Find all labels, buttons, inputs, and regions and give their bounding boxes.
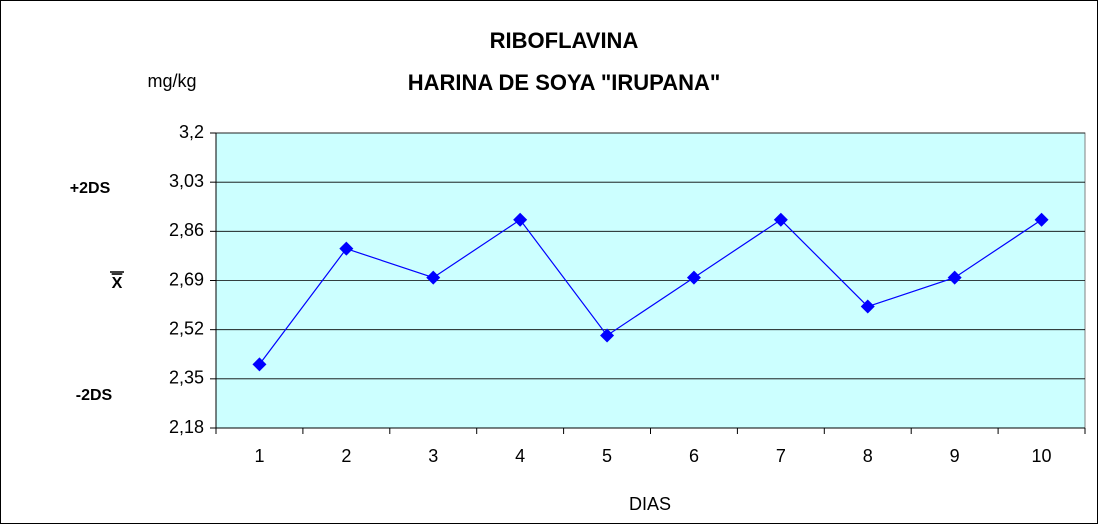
data-point xyxy=(252,357,267,372)
x-tick-label: 8 xyxy=(863,446,873,466)
y-tick-label: 2,69 xyxy=(169,269,204,289)
data-point xyxy=(773,212,788,227)
y-tick-label: 2,18 xyxy=(169,417,204,437)
data-point xyxy=(513,212,528,227)
x-tick-label: 4 xyxy=(515,446,525,466)
data-point xyxy=(860,299,875,314)
data-point xyxy=(947,270,962,285)
x-tick-label: 2 xyxy=(341,446,351,466)
x-tick-label: 9 xyxy=(950,446,960,466)
y-axis-label: mg/kg xyxy=(147,71,196,91)
data-point xyxy=(339,241,354,256)
x-axis-label: DIAS xyxy=(629,494,671,514)
series-line xyxy=(258,218,1042,365)
chart-subtitle: HARINA DE SOYA "IRUPANA" xyxy=(408,70,721,95)
data-point xyxy=(600,328,615,343)
x-tick-label: 3 xyxy=(428,446,438,466)
y-tick-label: 2,35 xyxy=(169,368,204,388)
x-tick-label: 7 xyxy=(776,446,786,466)
data-point xyxy=(686,270,701,285)
y-tick-label: 3,03 xyxy=(169,171,204,191)
y-tick-label: 2,52 xyxy=(169,318,204,338)
annotation: X xyxy=(112,275,123,292)
chart-title: RIBOFLAVINA xyxy=(490,28,639,53)
data-point xyxy=(426,270,441,285)
annotation: -2DS xyxy=(76,387,113,404)
x-tick-label: 6 xyxy=(689,446,699,466)
x-tick-label: 10 xyxy=(1032,446,1052,466)
y-tick-label: 2,86 xyxy=(169,220,204,240)
x-tick-label: 5 xyxy=(602,446,612,466)
annotation: +2DS xyxy=(70,180,111,197)
data-point xyxy=(1034,212,1049,227)
y-tick-label: 3,2 xyxy=(179,122,204,142)
x-tick-label: 1 xyxy=(254,446,264,466)
